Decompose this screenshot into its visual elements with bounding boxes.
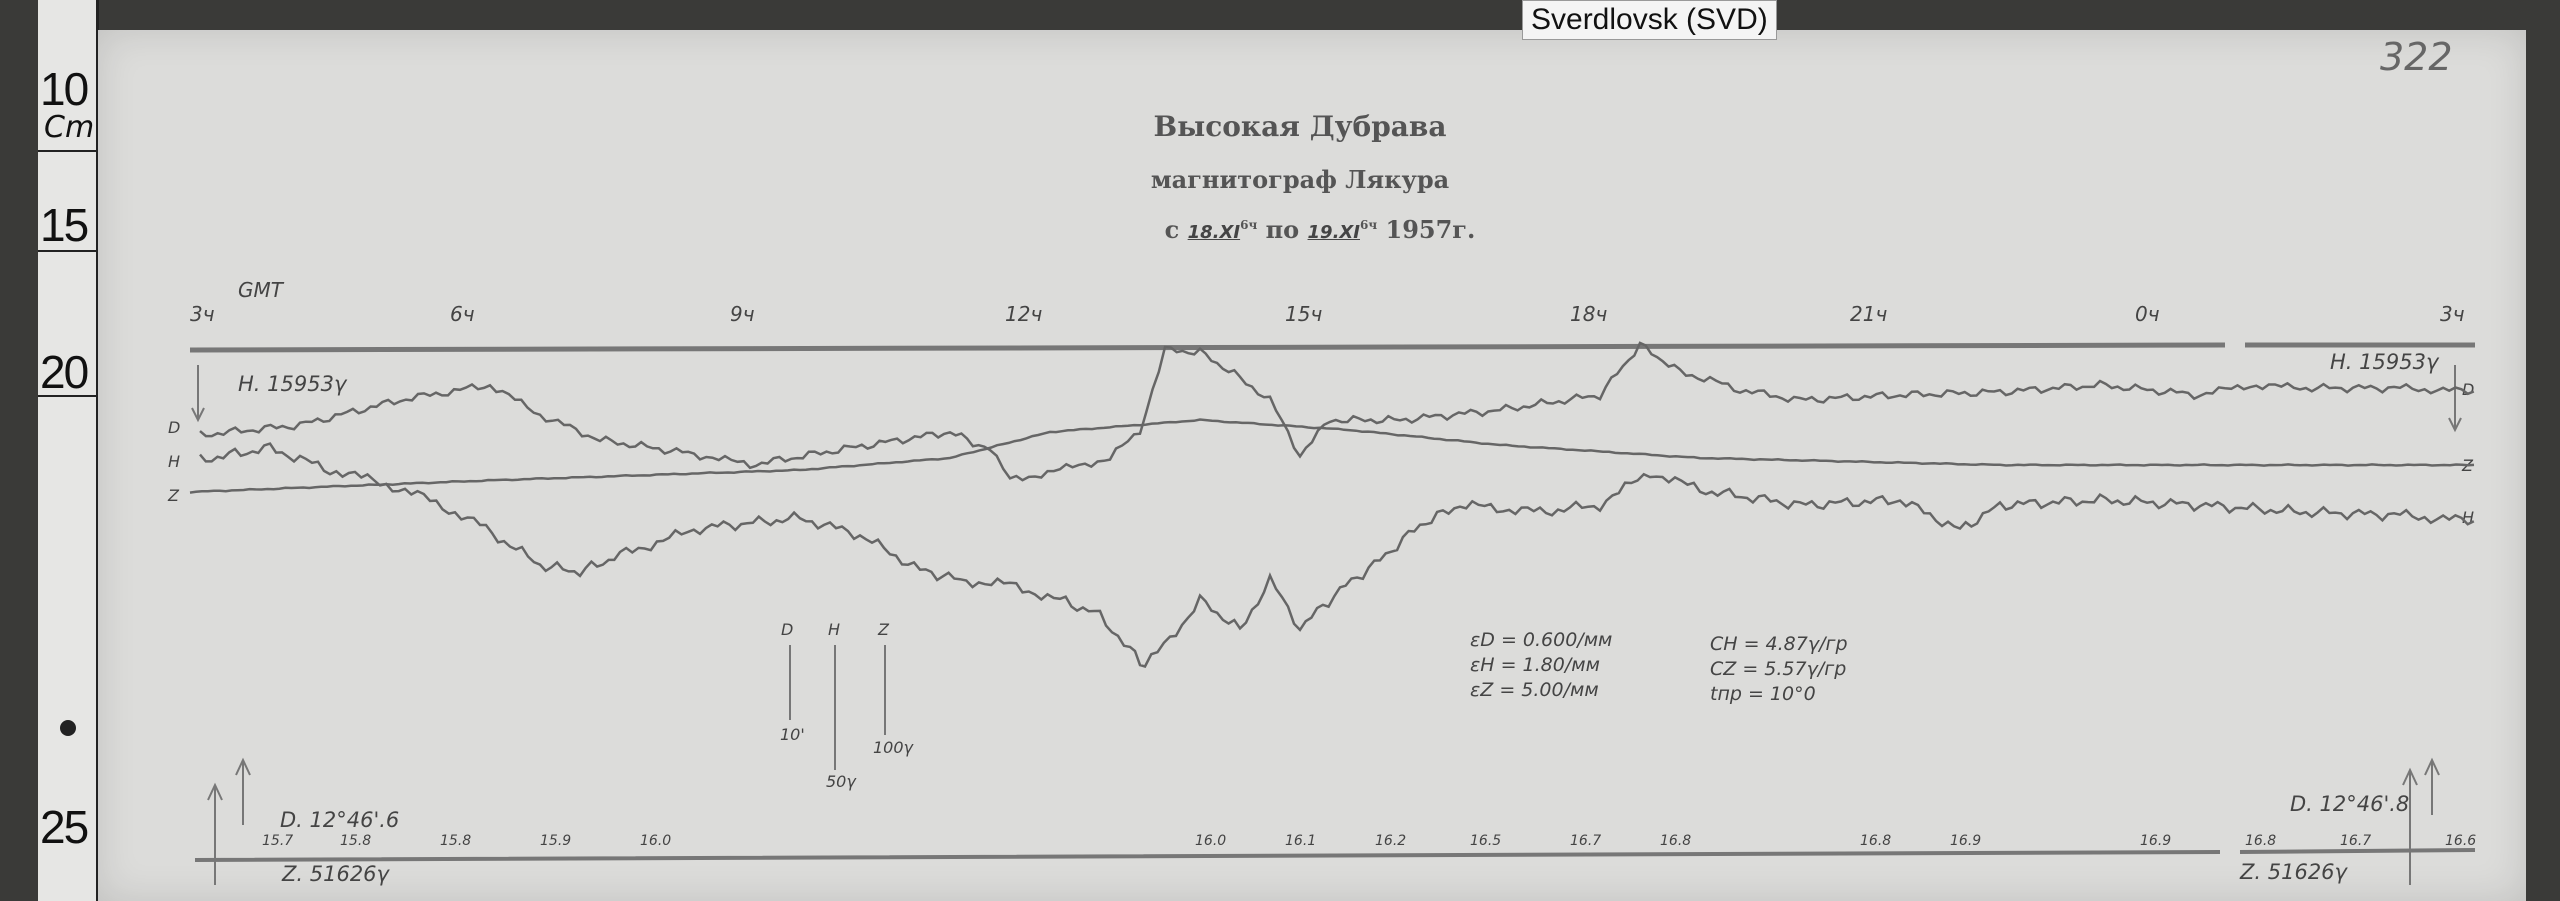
constants: CH = 4.87γ/гр CZ = 5.57γ/гр tпр = 10°0 (1710, 632, 1848, 707)
date-line: с 18.XI6ч по 19.XI6ч 1957г. (1130, 215, 1510, 244)
temperature-mark: 16.9 (2140, 833, 2172, 849)
scale-value-z: 100γ (873, 738, 914, 757)
z-trace (189, 418, 2475, 494)
d-trace (199, 341, 2475, 482)
ruler-tick (38, 150, 96, 152)
date-to: 19.XI (1307, 222, 1360, 243)
constant-z: CZ = 5.57γ/гр (1710, 658, 1847, 680)
z-baseline-right: Z. 51626γ (2240, 860, 2347, 884)
ruler-mark: 25 (40, 801, 89, 853)
ruler-mark: 10 (40, 63, 89, 115)
ruler-unit: Cm (44, 110, 95, 145)
d-baseline-right: D. 12°46'.8 (2290, 792, 2410, 816)
hour-label: 0ч (2135, 302, 2160, 326)
sensitivity-d: εD = 0.600/мм (1470, 629, 1613, 651)
gmt-label: GMT (238, 278, 283, 302)
h-baseline-right: H. 15953γ (2330, 350, 2439, 374)
h-trace (199, 442, 2475, 668)
temperature-mark: 16.8 (1660, 833, 1692, 849)
temperature-mark: 15.9 (540, 833, 572, 849)
temperature-mark: 16.9 (1950, 833, 1982, 849)
arrow-left (207, 757, 251, 885)
temperature-mark: 16.0 (640, 833, 672, 849)
hour-label: 3ч (2440, 302, 2465, 326)
date-mid: по (1265, 215, 1300, 244)
ruler-tick (38, 395, 96, 397)
hour-label: 18ч (1570, 302, 1608, 326)
trace-label-z: Z (168, 486, 179, 505)
trace-label-d-right: D (2462, 380, 2475, 399)
temperature-mark: 16.1 (1285, 833, 1317, 849)
h-baseline-left: H. 15953γ (238, 372, 347, 396)
temperature-mark: 16.6 (2445, 833, 2477, 849)
temperature-mark: 16.8 (2245, 833, 2277, 849)
sheet-number: 322 (2380, 35, 2453, 79)
sensitivity-h: εH = 1.80/мм (1470, 654, 1600, 676)
trace-label-d: D (168, 418, 181, 437)
ruler: 10 Cm 15 20 25 (38, 0, 99, 901)
constant-h: CH = 4.87γ/гр (1710, 633, 1848, 655)
d-baseline-left: D. 12°46'.6 (280, 808, 400, 832)
left-offset-arrow (191, 365, 205, 423)
hour-label: 9ч (730, 302, 755, 326)
temperature-mark: 16.5 (1470, 833, 1502, 849)
scale-value-d: 10' (780, 725, 805, 744)
scale-value-h: 50γ (826, 772, 856, 791)
date-prefix: с (1164, 215, 1180, 244)
date-to-hour: 6ч (1360, 218, 1378, 232)
hour-label: 6ч (450, 302, 475, 326)
scale-label-z: Z (878, 620, 889, 639)
hole-punch (60, 720, 76, 736)
station-title: Высокая Дубрава (1153, 110, 1447, 143)
z-baseline-left: Z. 51626γ (282, 862, 389, 886)
temperature-mark: 16.7 (1570, 833, 1602, 849)
temperature-mark: 16.7 (2340, 833, 2372, 849)
date-from-hour: 6ч (1240, 218, 1258, 232)
trace-label-h: H (168, 452, 181, 471)
temperature-constant: tпр = 10°0 (1710, 683, 1816, 705)
ruler-mark: 20 (40, 346, 89, 398)
temperature-mark: 15.7 (262, 833, 294, 849)
ruler-mark: 15 (40, 199, 89, 251)
scale-label-h: H (828, 620, 841, 639)
temperature-baseline (194, 848, 2476, 862)
temperature-mark: 15.8 (340, 833, 372, 849)
date-from: 18.XI (1187, 222, 1241, 243)
hour-label: 21ч (1850, 302, 1888, 326)
sensitivities: εD = 0.600/мм εH = 1.80/мм εZ = 5.00/мм (1470, 628, 1612, 703)
time-baseline (189, 342, 2475, 353)
right-offset-arrow (2448, 365, 2462, 433)
instrument-title: магнитограф Лякура (1150, 165, 1450, 194)
arrow-right (2402, 757, 2440, 885)
hour-label: 15ч (1285, 302, 1323, 326)
temperature-mark: 16.0 (1195, 833, 1227, 849)
temperature-mark: 15.8 (440, 833, 472, 849)
sensitivity-z: εZ = 5.00/мм (1470, 679, 1599, 701)
temperature-mark: 16.8 (1860, 833, 1892, 849)
ruler-tick (38, 250, 96, 252)
station-label: Sverdlovsk (SVD) (1522, 0, 1777, 40)
hour-label: 12ч (1005, 302, 1043, 326)
scale-label-d: D (781, 620, 794, 639)
temperature-mark: 16.2 (1375, 833, 1407, 849)
date-year: 1957г. (1385, 215, 1476, 244)
hour-label: 3ч (190, 302, 215, 326)
